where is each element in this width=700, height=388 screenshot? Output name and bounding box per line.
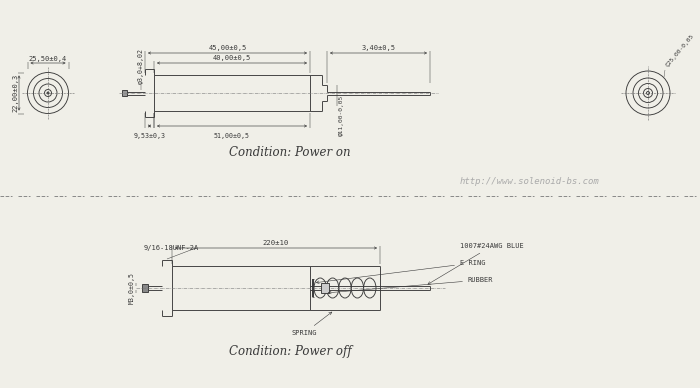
Text: 9,53±0,3: 9,53±0,3: [134, 133, 165, 139]
Text: 9/16-18UNF-2A: 9/16-18UNF-2A: [144, 245, 199, 251]
Text: 40,00±0,5: 40,00±0,5: [213, 55, 251, 61]
Bar: [321, 283, 329, 293]
Text: 220±10: 220±10: [263, 240, 289, 246]
Text: RUBBER: RUBBER: [328, 277, 493, 294]
Bar: [122, 90, 127, 96]
Text: M3,0±0,5: M3,0±0,5: [129, 272, 135, 304]
Text: φ11,00-0,05: φ11,00-0,05: [339, 95, 344, 136]
Text: 1007#24AWG BLUE: 1007#24AWG BLUE: [428, 243, 524, 284]
Text: Condition: Power off: Condition: Power off: [229, 345, 351, 358]
Text: 3,40±0,5: 3,40±0,5: [361, 45, 395, 51]
Text: 22,00±0,3: 22,00±0,3: [12, 74, 18, 112]
Bar: [172, 266, 310, 310]
Circle shape: [47, 92, 49, 94]
Text: 25,50±0,4: 25,50±0,4: [29, 56, 67, 62]
Text: SPRING: SPRING: [292, 312, 332, 336]
Text: 51,00±0,5: 51,00±0,5: [214, 133, 250, 139]
Text: φ3,0+8,02: φ3,0+8,02: [138, 47, 144, 83]
Text: 45,00±0,5: 45,00±0,5: [209, 45, 246, 51]
Text: E RING: E RING: [316, 260, 486, 284]
Text: http://www.solenoid-bs.com: http://www.solenoid-bs.com: [460, 177, 600, 186]
Bar: [154, 75, 310, 111]
Text: Condition: Power on: Condition: Power on: [229, 146, 351, 159]
Bar: [142, 284, 148, 292]
Text: ς25,00-0,05: ς25,00-0,05: [665, 33, 695, 68]
